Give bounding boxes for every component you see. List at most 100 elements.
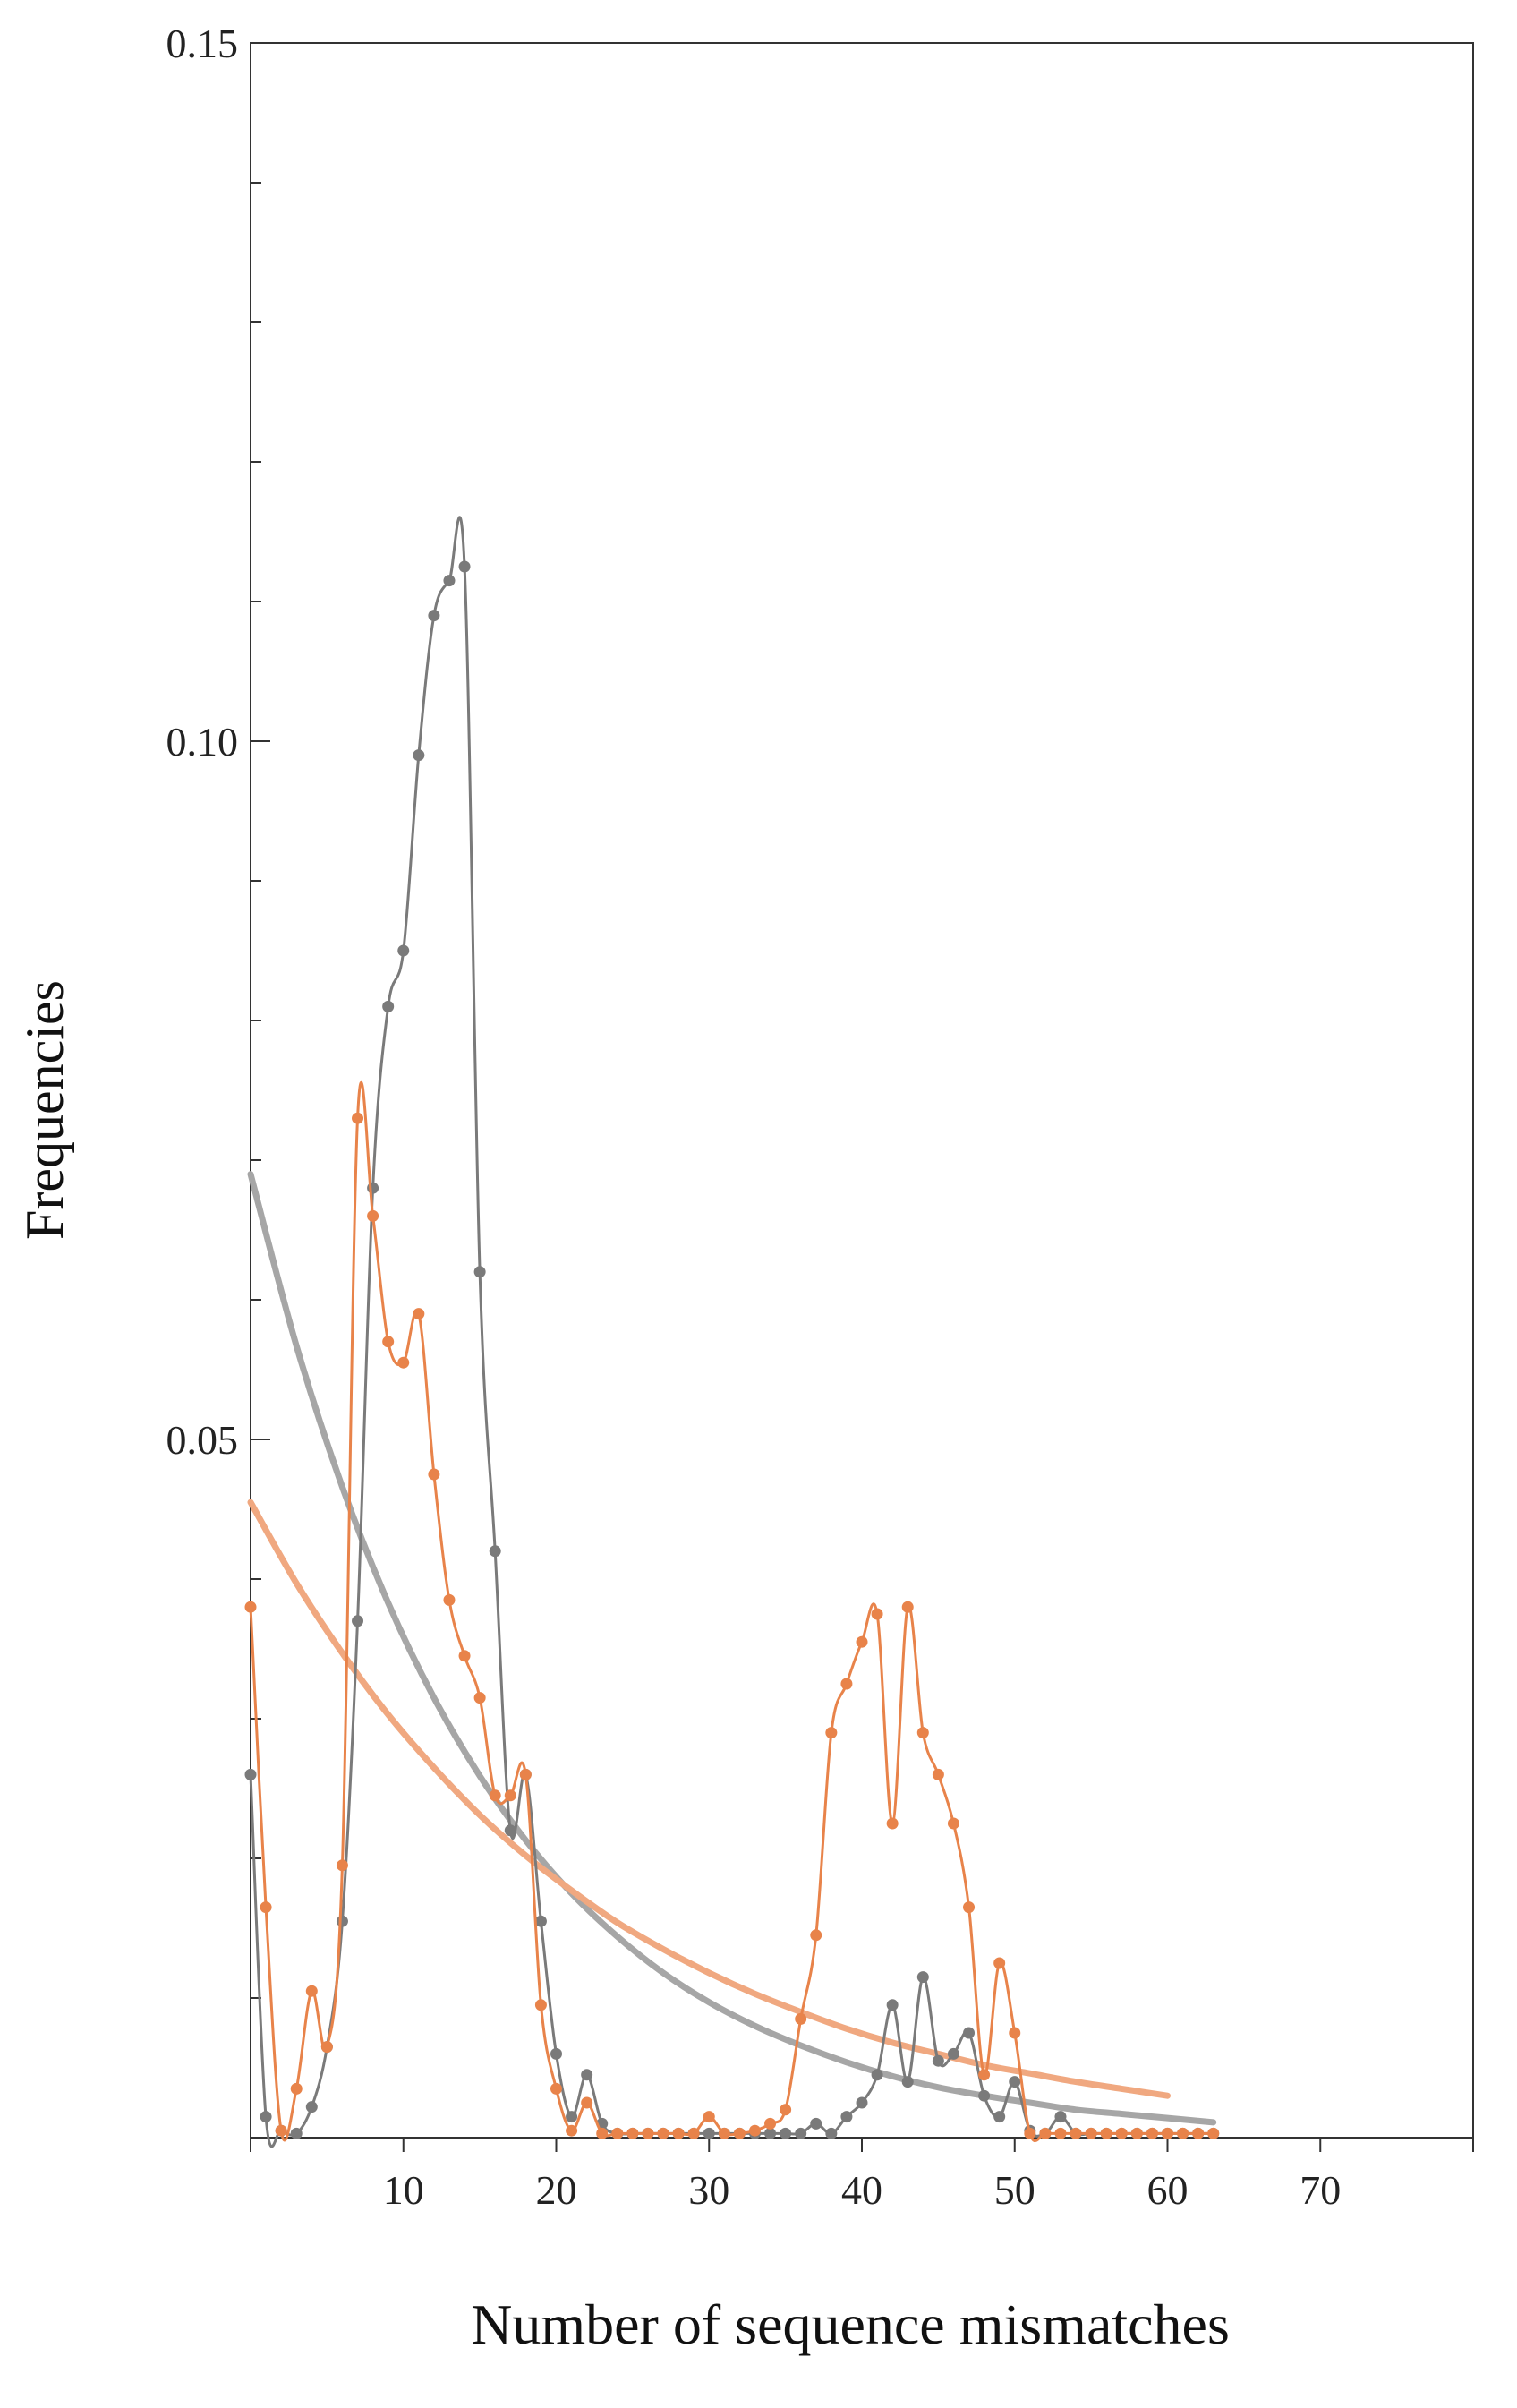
- data-point: [687, 2127, 700, 2139]
- data-point: [443, 575, 456, 587]
- data-point: [871, 2069, 883, 2081]
- y-axis-title: Frequencies: [15, 980, 74, 1240]
- data-point: [916, 1971, 929, 1984]
- data-point: [810, 2117, 822, 2130]
- data-point: [428, 1468, 440, 1481]
- data-point: [1207, 2127, 1220, 2139]
- data-point: [886, 1817, 899, 1830]
- data-point: [550, 2082, 562, 2095]
- data-point: [1070, 2127, 1082, 2139]
- data-point: [290, 2082, 303, 2095]
- data-point: [825, 2127, 838, 2139]
- data-point: [947, 2047, 959, 2060]
- data-point: [504, 1789, 516, 1802]
- data-point: [856, 1635, 868, 1648]
- data-point: [260, 1901, 272, 1914]
- data-point: [244, 1601, 257, 1613]
- data-point: [397, 1356, 410, 1369]
- data-point: [733, 2127, 746, 2139]
- data-point: [534, 1999, 547, 2011]
- observed-line: [249, 516, 1214, 2148]
- data-point: [795, 2012, 807, 2025]
- data-point: [519, 1768, 532, 1780]
- y-tick-label: 0.05: [166, 1417, 239, 1463]
- data-point: [352, 1615, 364, 1627]
- series-observed-0: [244, 516, 1220, 2148]
- data-point: [458, 1650, 471, 1662]
- data-point: [840, 1678, 853, 1690]
- data-point: [581, 2069, 593, 2081]
- data-point: [810, 1929, 822, 1942]
- data-point: [1192, 2127, 1205, 2139]
- data-point: [473, 1692, 486, 1704]
- data-point: [963, 1901, 976, 1914]
- x-tick-label: 20: [536, 2167, 577, 2213]
- data-point: [336, 1859, 348, 1872]
- data-point: [534, 1915, 547, 1927]
- series-expected-3: [247, 1499, 1171, 2099]
- data-point: [581, 2096, 593, 2109]
- data-point: [871, 1608, 883, 1620]
- x-tick-label: 10: [383, 2167, 424, 2213]
- data-point: [932, 2054, 944, 2067]
- data-point: [703, 2111, 715, 2123]
- data-point: [611, 2127, 624, 2139]
- x-tick-label: 30: [688, 2167, 729, 2213]
- y-tick-label: 0.15: [166, 21, 239, 66]
- data-point: [443, 1593, 456, 1606]
- data-point: [566, 2124, 578, 2137]
- data-point: [489, 1789, 501, 1802]
- expected-curve: [247, 1499, 1171, 2099]
- data-point: [642, 2127, 654, 2139]
- data-point: [290, 2127, 303, 2139]
- data-point: [626, 2127, 639, 2139]
- data-point: [764, 2117, 777, 2130]
- data-point: [336, 1915, 348, 1927]
- data-point: [703, 2127, 715, 2139]
- x-tick-label: 50: [994, 2167, 1035, 2213]
- series-expected-2: [247, 1171, 1217, 2126]
- data-point: [504, 1824, 516, 1837]
- data-point: [260, 2111, 272, 2123]
- data-point: [993, 1957, 1006, 1969]
- data-point: [1115, 2127, 1128, 2139]
- data-point: [993, 2111, 1006, 2123]
- expected-curve: [247, 1171, 1217, 2126]
- data-point: [305, 1985, 318, 1997]
- data-point: [886, 1999, 899, 2011]
- data-point: [352, 1112, 364, 1124]
- data-point: [320, 2041, 333, 2054]
- data-point: [1130, 2127, 1143, 2139]
- data-point: [244, 1768, 257, 1780]
- data-point: [428, 610, 440, 622]
- data-point: [672, 2127, 685, 2139]
- data-point: [978, 2069, 991, 2081]
- data-point: [473, 1266, 486, 1278]
- data-point: [825, 1727, 838, 1739]
- data-point: [795, 2127, 807, 2139]
- x-axis: 10 20 30 40 50 60 70: [250, 2138, 1474, 2213]
- data-point: [367, 1209, 379, 1222]
- data-point: [1024, 2127, 1036, 2139]
- data-point: [780, 2104, 792, 2116]
- data-point: [566, 2111, 578, 2123]
- data-point: [901, 1601, 914, 1613]
- data-point: [764, 2127, 777, 2139]
- data-point: [1054, 2111, 1067, 2123]
- data-point: [1100, 2127, 1112, 2139]
- data-point: [275, 2124, 287, 2137]
- data-point: [1054, 2127, 1067, 2139]
- data-point: [489, 1545, 501, 1558]
- x-tick-label: 40: [841, 2167, 882, 2213]
- data-point: [382, 1000, 395, 1012]
- data-point: [1009, 2076, 1021, 2088]
- data-point: [901, 2076, 914, 2088]
- data-point: [657, 2127, 669, 2139]
- data-point: [1146, 2127, 1158, 2139]
- data-point: [413, 1308, 425, 1320]
- data-point: [840, 2111, 853, 2123]
- series-observed-1: [244, 1081, 1220, 2143]
- data-point: [978, 2089, 991, 2102]
- data-point: [382, 1336, 395, 1348]
